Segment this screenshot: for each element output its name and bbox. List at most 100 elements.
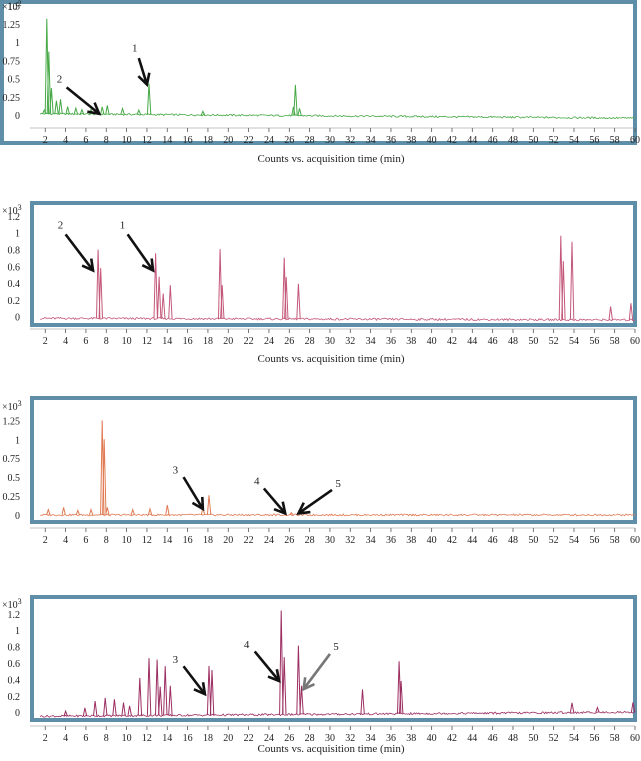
panel2-peak: [220, 285, 225, 319]
panel2-y-tick-label: 1: [15, 229, 20, 240]
panel4-x-tick-label: 14: [162, 733, 172, 744]
panel1-x-tick-label: 8: [104, 135, 109, 146]
panel2-x-tick-label: 38: [406, 336, 416, 347]
panel3-annotation-arrow-head: [273, 501, 287, 516]
panel1-peak: [65, 106, 70, 115]
panel1-annotation-arrow-head: [137, 72, 151, 88]
panel1-x-tick-label: 60: [630, 135, 640, 146]
panel2-peak: [168, 285, 173, 319]
panel3-peak: [61, 507, 66, 516]
panel1-peak: [79, 108, 85, 115]
panel3-annotation-arrow-shaft: [297, 488, 333, 515]
panel3-x-tick-label: 24: [264, 535, 274, 546]
panel1-x-tick-label: 46: [488, 135, 498, 146]
panel2-x-tick-label: 34: [366, 336, 376, 347]
panel4-peak: [168, 685, 173, 716]
panel4-peak: [299, 685, 304, 715]
panel1-peak: [58, 99, 63, 114]
panel4-y-tick-label: 0.6: [8, 659, 21, 670]
panel2-x-tick-label: 58: [610, 336, 620, 347]
panel1-peak: [146, 83, 152, 115]
panel1-peak: [49, 88, 54, 114]
panel2-peak: [96, 249, 101, 319]
panel4-frame: [30, 595, 637, 722]
panel4-x-tick-label: 8: [104, 733, 109, 744]
panel3-x-tick-label: 54: [569, 535, 579, 546]
panel1-x-tick-label: 18: [203, 135, 213, 146]
panel1-x-tick-label: 12: [142, 135, 152, 146]
panel2-peak: [608, 306, 613, 320]
panel2-x-tick-label: 32: [345, 336, 355, 347]
panel1-x-tick-label: 10: [122, 135, 132, 146]
panel4-multiplier: ×103: [2, 597, 22, 611]
panel2-annotation-label: 1: [120, 219, 126, 231]
panel3-y-tick-label: 0: [15, 511, 20, 522]
panel2-x-tick-label: 40: [427, 336, 437, 347]
panel1-x-axis-title: Counts vs. acquisition time (min): [258, 153, 405, 165]
panel3-x-tick-label: 52: [549, 535, 559, 546]
panel3-peak: [75, 508, 81, 516]
panel3-x-tick-label: 32: [345, 535, 355, 546]
panel4-x-tick-label: 32: [345, 733, 355, 744]
panel4-x-tick-label: 34: [366, 733, 376, 744]
panel3-x-tick-label: 2: [43, 535, 48, 546]
panel1-x-tick-label: 6: [83, 135, 88, 146]
panel3-x-tick-label: 56: [589, 535, 599, 546]
panel4-x-tick-label: 40: [427, 733, 437, 744]
panel4-x-tick-label: 38: [406, 733, 416, 744]
panel1-x-tick-label: 38: [406, 135, 416, 146]
panel4-y-tick-label: 1: [15, 626, 20, 637]
panel1-peak: [136, 108, 142, 115]
panel2-peak: [296, 283, 301, 320]
panel2-peak: [153, 253, 158, 319]
panel3-x-tick-label: 46: [488, 535, 498, 546]
panel2-y-tick-label: 1.2: [8, 212, 21, 223]
panel1-x-tick-label: 44: [467, 135, 477, 146]
panel4-annotation-arrow-head: [301, 677, 315, 692]
panel3-annotation-label: 5: [335, 478, 341, 490]
panel2-peak: [157, 276, 162, 319]
panel2-x-tick-label: 30: [325, 336, 335, 347]
panel1-x-tick-label: 30: [325, 135, 335, 146]
panel4-x-tick-label: 48: [508, 733, 518, 744]
panel1-peak: [100, 106, 105, 115]
panel4-x-tick-label: 16: [183, 733, 193, 744]
panel1-trace-baseline: [39, 112, 636, 120]
panel4-trace-baseline: [39, 710, 636, 718]
panel3-trace-baseline: [40, 513, 636, 517]
panel2-x-tick-label: 28: [305, 336, 315, 347]
panel2-x-tick-label: 6: [83, 336, 88, 347]
panel3-x-tick-label: 28: [305, 535, 315, 546]
panel3-x-tick-label: 8: [104, 535, 109, 546]
panel1-peak: [54, 100, 59, 114]
panel2-annotation-arrow-head: [81, 258, 95, 273]
panel1-multiplier: ×102: [2, 0, 22, 13]
panel1-peak: [293, 84, 298, 116]
panel3-frame: [30, 396, 637, 524]
panel1-x-tick-label: 22: [244, 135, 254, 146]
panel2-multiplier: ×103: [2, 203, 22, 217]
panel2-frame: [30, 201, 637, 327]
panel2-x-tick-label: 22: [244, 336, 254, 347]
panel3-x-tick-label: 4: [63, 535, 68, 546]
panel2-x-axis-title: Counts vs. acquisition time (min): [258, 353, 405, 365]
panel4-peak: [158, 686, 163, 716]
panel2-peak: [161, 293, 166, 319]
panel2-x-tick-label: 56: [589, 336, 599, 347]
panel4-x-tick-label: 26: [284, 733, 294, 744]
panel4-annotation-arrow-shaft: [182, 665, 206, 695]
panel1-y-tick-label: 1: [15, 38, 20, 49]
panel2-x-tick-label: 10: [122, 336, 132, 347]
panel4-peak: [82, 707, 88, 717]
panel3-multiplier: ×103: [2, 399, 22, 413]
panel2-y-tick-label: 0.4: [8, 279, 21, 290]
panel1-x-tick-label: 56: [589, 135, 599, 146]
panel3-peak: [46, 507, 51, 516]
panel1-y-tick-label: 0: [15, 111, 20, 122]
panel4-peak: [279, 610, 284, 715]
panel4-peak: [206, 665, 212, 716]
panel2-x-tick-label: 16: [183, 336, 193, 347]
panel1-x-tick-label: 24: [264, 135, 274, 146]
panel2-trace-baseline: [40, 316, 636, 322]
